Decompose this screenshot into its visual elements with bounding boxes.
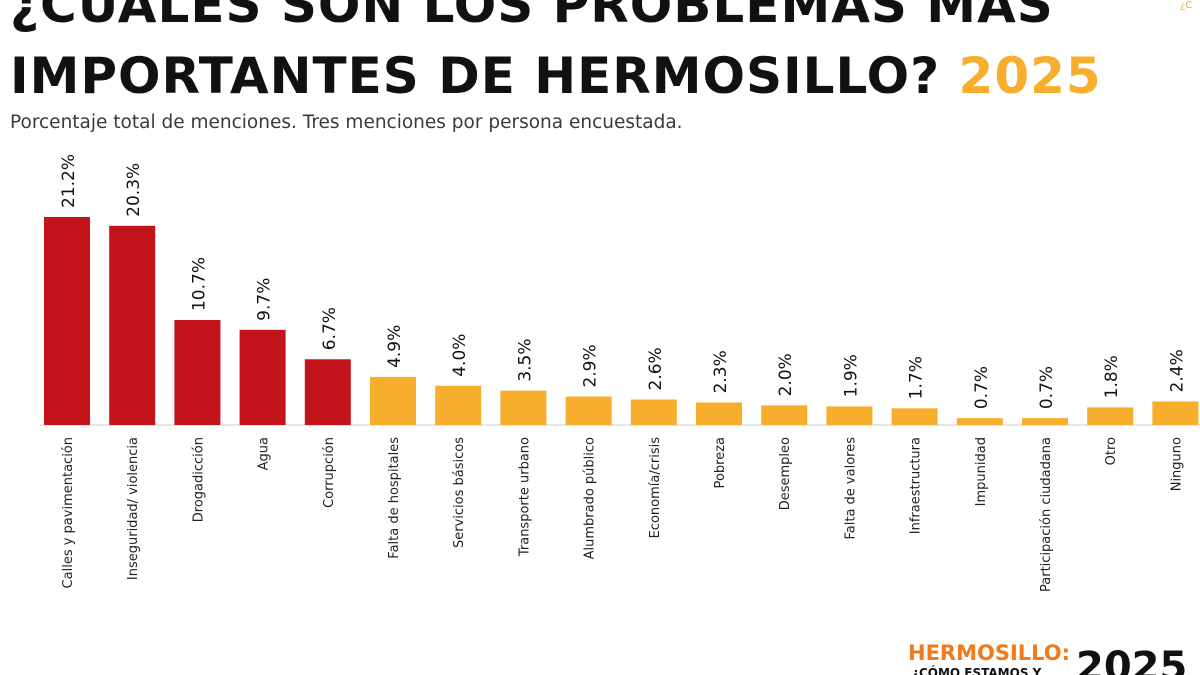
category-label: Alumbrado público: [583, 437, 598, 559]
bar-value-label: 20.3%: [124, 163, 144, 217]
category-labels-group: Calles y pavimentación Inseguridad/ viole…: [61, 437, 1184, 592]
bar-value-label: 2.9%: [581, 344, 601, 387]
category-label: Drogadicción: [191, 437, 206, 522]
value-labels-group: 21.2% 20.3% 10.7% 9.7% 6.7% 4.9% 4.0% 3.5% 2.9% 2…: [59, 154, 1187, 409]
bar-value-label: 21.2%: [59, 154, 79, 208]
category-label: Transporte urbano: [517, 437, 532, 557]
chart-title-year: 2025: [958, 47, 1102, 105]
category-label: Ninguno: [1169, 437, 1184, 491]
category-label: Economía/crisis: [648, 437, 663, 539]
bar: [1022, 418, 1068, 425]
category-label: Pobreza: [713, 437, 728, 488]
brand-name: HERMOSILLO:: [908, 641, 1071, 665]
bar-value-label: 10.7%: [189, 257, 209, 311]
category-label: Servicios básicos: [452, 437, 467, 548]
bar-value-label: 3.5%: [515, 338, 535, 381]
brand-year: 2025: [1076, 644, 1188, 675]
category-label: Corrupción: [322, 437, 337, 508]
bar: [826, 406, 873, 425]
bar-value-label: 9.7%: [255, 278, 275, 321]
category-label: Inseguridad/ violencia: [126, 437, 141, 580]
category-label: Agua: [257, 437, 272, 470]
bars-group: [44, 217, 1199, 425]
bar: [630, 399, 677, 425]
bar: [304, 359, 351, 425]
bar: [1152, 401, 1199, 425]
category-label: Calles y pavimentación: [61, 437, 76, 588]
chart-title-line-2: IMPORTANTES DE HERMOSILLO? 2025: [10, 51, 1102, 101]
bar: [1087, 407, 1134, 425]
bar: [370, 376, 416, 425]
bar-value-label: 0.7%: [972, 366, 992, 409]
category-label: Infraestructura: [909, 437, 924, 534]
bar-value-label: 4.9%: [385, 325, 405, 368]
bar: [44, 217, 90, 425]
category-label: Otro: [1104, 437, 1119, 465]
bar: [109, 225, 156, 425]
bar: [696, 402, 742, 425]
bar-value-label: 4.0%: [450, 334, 470, 377]
bar-value-label: 1.8%: [1102, 355, 1122, 398]
corner-fragment-text: ¿C: [1180, 0, 1193, 11]
bar: [435, 385, 482, 425]
bar: [500, 390, 547, 425]
brand-tagline: ¿CÓMO ESTAMOS Y: [912, 666, 1042, 675]
bar: [565, 396, 612, 425]
bar-value-label: 0.7%: [1037, 366, 1057, 409]
bar: [956, 418, 1003, 425]
bar-value-label: 1.9%: [841, 354, 861, 397]
category-label: Falta de hospitales: [387, 437, 402, 559]
bar-value-label: 2.4%: [1167, 349, 1187, 392]
bar: [174, 320, 221, 425]
bar: [239, 329, 286, 425]
bar-value-label: 2.6%: [646, 347, 666, 390]
bar-value-label: 2.3%: [711, 350, 731, 393]
bar: [891, 408, 938, 425]
category-label: Falta de valores: [843, 437, 858, 540]
bar-value-label: 1.7%: [907, 356, 927, 399]
chart-subtitle: Porcentaje total de menciones. Tres menc…: [10, 112, 683, 133]
bar-value-label: 6.7%: [320, 307, 340, 350]
category-label: Desempleo: [778, 437, 793, 510]
bar: [761, 405, 808, 425]
chart-title-text: IMPORTANTES DE HERMOSILLO?: [10, 47, 941, 105]
chart-title-line-1: ¿CUÁLES SON LOS PROBLEMAS MÁS: [10, 0, 1054, 34]
category-label: Impunidad: [974, 437, 989, 506]
category-label: Participación ciudadana: [1039, 437, 1054, 592]
bar-value-label: 2.0%: [776, 353, 796, 396]
